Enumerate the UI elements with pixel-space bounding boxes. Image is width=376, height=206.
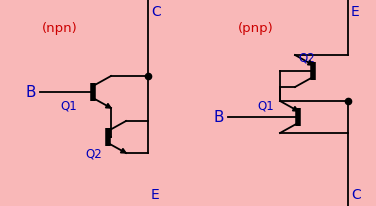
Text: Q1: Q1 <box>257 99 274 112</box>
Text: B: B <box>214 110 224 125</box>
Text: Q1: Q1 <box>60 99 77 112</box>
Polygon shape <box>293 107 298 111</box>
Text: Q2: Q2 <box>298 52 315 65</box>
Text: C: C <box>151 5 161 19</box>
Polygon shape <box>106 104 111 109</box>
Text: (npn): (npn) <box>42 22 78 35</box>
Text: C: C <box>351 187 361 201</box>
Polygon shape <box>121 149 126 153</box>
Text: E: E <box>151 187 160 201</box>
Polygon shape <box>308 61 313 66</box>
Text: E: E <box>351 5 360 19</box>
Text: Q2: Q2 <box>85 147 102 160</box>
Text: B: B <box>26 85 36 100</box>
Text: (pnp): (pnp) <box>238 22 274 35</box>
